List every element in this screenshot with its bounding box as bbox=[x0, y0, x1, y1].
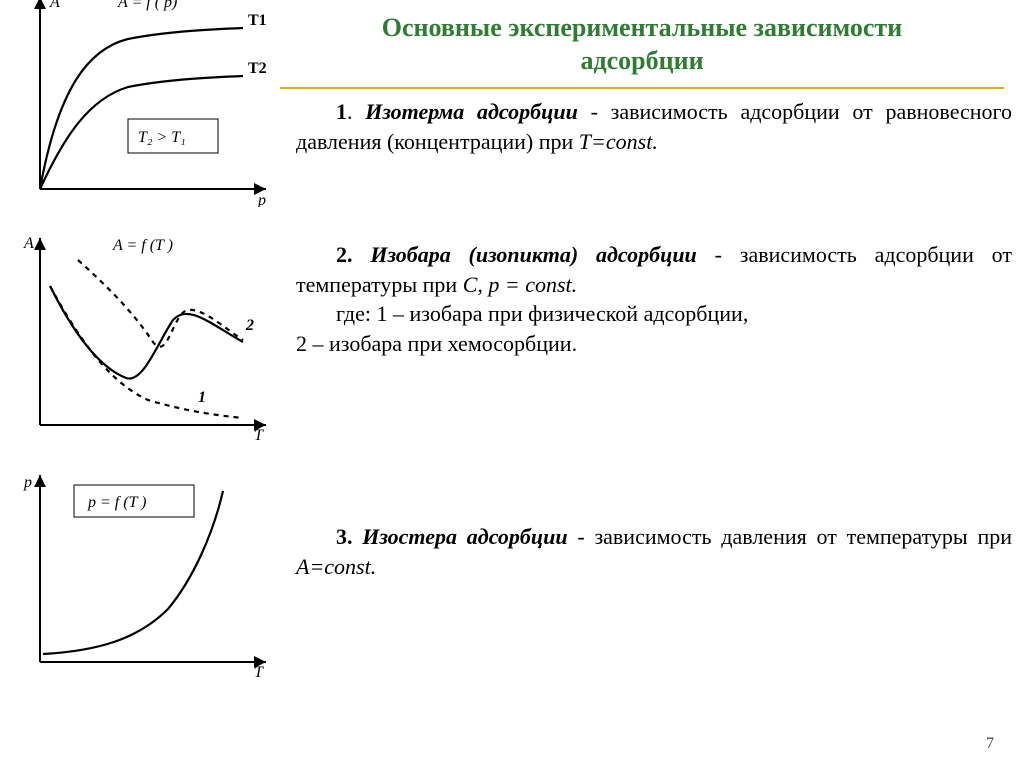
x-axis-label-2: T bbox=[254, 427, 264, 440]
formula-isotherm: A = f ( p) bbox=[117, 0, 177, 11]
sec3-num: 3. bbox=[336, 524, 362, 549]
y-axis-label: A bbox=[49, 0, 60, 11]
sec3-term: Изостера адсорбции bbox=[362, 524, 567, 549]
sec1-cond: T=const. bbox=[579, 129, 658, 154]
sec3-cond: A=const. bbox=[296, 554, 376, 579]
x-axis-label-3: T bbox=[254, 664, 264, 677]
curve-label-t2: T2 bbox=[248, 60, 267, 77]
y-axis-label-3: p bbox=[23, 474, 32, 491]
curve-dash-1 bbox=[50, 286, 243, 418]
chart-isostere: p T p = f (T ) bbox=[18, 467, 278, 677]
sec2-term: Изобара (изопикта) адсорбции bbox=[370, 242, 696, 267]
sec2-where: где: 1 – изобара при физической адсорбци… bbox=[336, 301, 748, 326]
sec2-dash: - bbox=[697, 242, 740, 267]
formula-isostere: p = f (T ) bbox=[87, 494, 147, 511]
curve-label-t1: T1 bbox=[248, 12, 267, 29]
sec3-def: зависимость давления от температуры при bbox=[594, 524, 1012, 549]
chart-isotherm: A p T1 T2 A = f ( p) T₂ > T₁ bbox=[18, 0, 278, 207]
curve-label-1: 1 bbox=[198, 389, 206, 406]
chart-isobar: A T A = f (T ) 1 2 bbox=[18, 230, 278, 440]
curve-dash-2 bbox=[78, 260, 243, 347]
curve-isostere bbox=[43, 491, 223, 654]
sec2-cond: C, p = const. bbox=[463, 272, 577, 297]
curve-t1 bbox=[40, 28, 243, 189]
ineq-box: T₂ > T₁ bbox=[138, 129, 186, 146]
sec2-where2: 2 – изобара при хемосорбции. bbox=[296, 331, 577, 356]
formula-isobar: A = f (T ) bbox=[112, 237, 173, 254]
sec1-dash: - bbox=[578, 99, 611, 124]
sec2-num: 2. bbox=[336, 242, 370, 267]
curve-label-2: 2 bbox=[245, 317, 254, 334]
y-axis-label-2: A bbox=[23, 235, 34, 252]
x-axis-label: p bbox=[257, 192, 266, 207]
page-number: 7 bbox=[986, 735, 994, 753]
sec1-num: 1 bbox=[336, 99, 347, 124]
sec1-term: Изотерма адсорбции bbox=[365, 99, 578, 124]
sec3-dash: - bbox=[568, 524, 595, 549]
